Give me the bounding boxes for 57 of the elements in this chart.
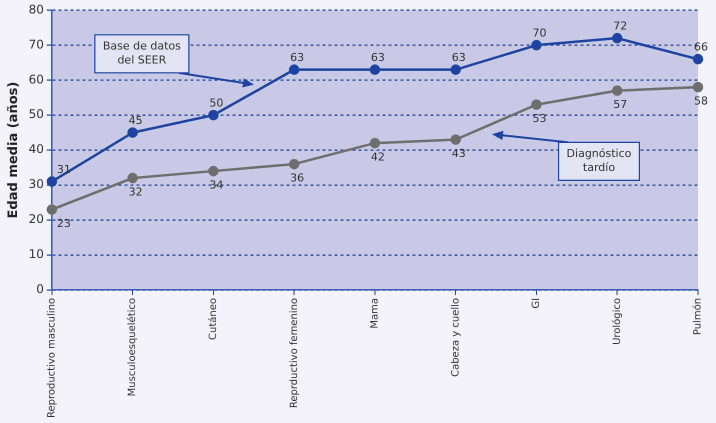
point [208,110,219,120]
x-tick-label: Musculoesquelético [127,298,138,396]
point [46,176,58,187]
point [612,85,622,96]
point [288,158,300,170]
data-label: 63 [290,51,304,64]
x-tick-label: Mama [370,298,381,329]
point [370,64,380,75]
y-tick-label: 60 [28,72,44,86]
data-label: 50 [209,96,224,110]
data-label: 32 [128,185,143,198]
data-label: 72 [613,20,628,33]
point [450,64,461,75]
data-label: 63 [370,51,385,64]
y-tick-label: 50 [28,107,44,122]
data-label: 23 [56,216,71,230]
data-label: 57 [613,98,628,111]
point [127,127,138,138]
data-label: 31 [56,162,71,176]
x-tick-label: Cabeza y cuello [450,298,462,377]
data-label: 63 [452,51,466,64]
y-axis-title: Edad media (años) [6,82,22,218]
data-label: 45 [128,114,143,127]
data-label: 58 [694,94,708,108]
data-label: 70 [532,26,546,40]
point [127,172,138,184]
annotation: Base de datos del SEER [102,40,182,67]
annotation: Diagnóstico tardío [566,147,632,174]
point [370,138,380,148]
point [692,82,704,92]
x-tick-label: GI [531,298,542,309]
data-label: 43 [452,146,466,160]
y-tick-label: 30 [28,177,44,192]
y-tick-label: 20 [28,212,44,226]
point [531,40,542,50]
point [450,134,461,145]
y-tick-label: 0 [36,282,44,296]
y-tick-label: 10 [28,247,44,262]
y-tick-label: 80 [28,2,44,16]
x-tick-label: Pulmón [692,298,704,336]
point [288,64,300,75]
x-tick-label: Urológico [612,298,623,345]
data-label: 42 [370,150,385,164]
x-tick-label: Reprductivo femenino [288,298,300,408]
point [692,54,704,64]
x-tick-label: Cutáneo [208,298,219,340]
data-label: 66 [694,40,708,54]
point [612,32,622,44]
x-tick-label: Reproductivo masculino [46,298,58,418]
data-label: 36 [290,171,304,184]
point [208,166,219,176]
y-tick-label: 40 [28,142,44,156]
y-tick-label: 70 [28,37,44,52]
data-label: 34 [209,178,224,192]
point [531,99,542,110]
point [46,204,58,215]
data-label: 53 [532,112,546,125]
